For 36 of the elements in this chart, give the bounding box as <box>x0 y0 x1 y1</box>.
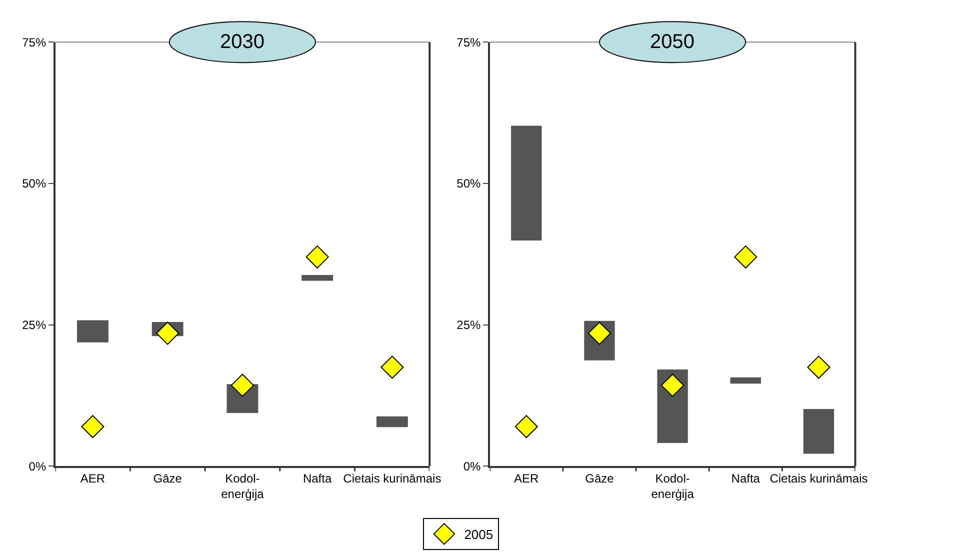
x-tick-label: Nafta <box>302 471 332 486</box>
point <box>156 322 180 345</box>
y-tick-label: 50% <box>22 176 46 191</box>
point <box>306 245 329 269</box>
y-tick-label: 25% <box>456 318 482 332</box>
legend-label: 2005 <box>464 527 494 542</box>
bar <box>511 126 542 241</box>
y-tick-label: 0% <box>463 459 482 474</box>
bar <box>803 409 834 454</box>
bar <box>77 320 108 342</box>
point <box>734 245 758 269</box>
point <box>230 374 254 397</box>
x-tick-label: Nafta <box>731 471 760 486</box>
x-tick-label: Gāze <box>585 471 614 486</box>
y-tick-label: 75% <box>456 35 482 50</box>
x-tick-label: AER <box>80 471 106 486</box>
point <box>660 374 684 397</box>
x-tick-label: AER <box>514 471 540 486</box>
chart-title: 2030 <box>220 31 264 53</box>
y-tick-label: 50% <box>456 176 482 191</box>
point <box>81 415 104 438</box>
y-tick-label: 0% <box>28 459 46 474</box>
bar <box>302 275 334 281</box>
point <box>807 356 830 379</box>
x-tick-label: Cietais kurināmais <box>770 471 868 486</box>
bar <box>376 416 408 428</box>
x-tick-label: Kodol- enerģija <box>221 471 264 501</box>
point <box>514 415 538 438</box>
x-tick-label: Gāze <box>153 471 182 486</box>
point <box>380 356 404 379</box>
x-tick-label: Cietais kurināmais <box>343 471 442 486</box>
y-tick-label: 25% <box>22 318 46 332</box>
chart-title: 2050 <box>650 31 694 53</box>
y-tick-label: 75% <box>22 35 46 50</box>
x-tick-label: Kodol- enerģija <box>651 471 694 501</box>
bar <box>730 377 761 384</box>
